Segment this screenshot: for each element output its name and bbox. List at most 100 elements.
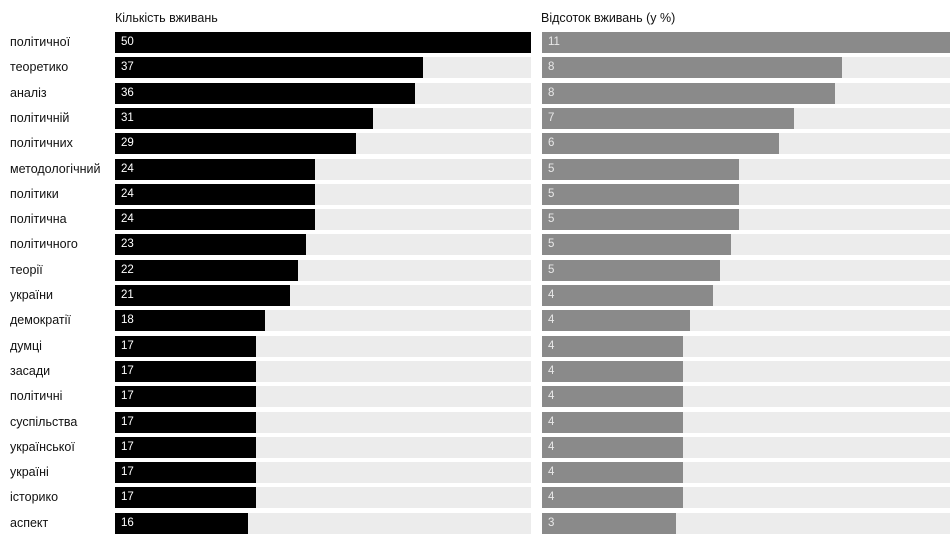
chart-row: політичних 29 6 (0, 133, 950, 155)
chart-row: теоретико 37 8 (0, 57, 950, 79)
chart-row: української 17 4 (0, 436, 950, 458)
percent-value-label: 4 (548, 289, 555, 301)
percent-value-label: 4 (548, 440, 555, 453)
count-bar (115, 32, 531, 53)
count-track: 24 (115, 209, 531, 231)
count-bar (115, 360, 257, 382)
percent-bar (542, 411, 683, 433)
count-bar (115, 183, 315, 205)
category-label: політики (10, 186, 59, 201)
percent-track: 3 (542, 512, 950, 534)
percent-track: 4 (542, 436, 950, 458)
category-label: політичної (10, 35, 71, 49)
category-label: української (10, 439, 75, 454)
count-value-label: 29 (121, 137, 134, 150)
category-label: думці (10, 338, 42, 353)
count-bar (115, 462, 257, 484)
percent-bar (542, 259, 721, 281)
category-label: теорії (10, 262, 43, 277)
percent-value-label: 5 (548, 162, 555, 175)
percent-track: 7 (542, 107, 950, 129)
count-track: 29 (115, 133, 531, 155)
percent-track: 4 (542, 462, 950, 484)
percent-value-label: 4 (548, 466, 555, 479)
count-value-label: 24 (121, 213, 134, 226)
count-value-label: 50 (121, 36, 134, 48)
count-bar (115, 335, 257, 357)
chart-row: політичної 50 11 (0, 32, 950, 53)
percent-track: 5 (542, 158, 950, 180)
percent-bar (542, 183, 739, 205)
count-bar (115, 436, 257, 458)
percent-value-label: 3 (548, 516, 555, 529)
category-label: політичні (10, 389, 63, 404)
category-label: методологічний (10, 161, 101, 176)
count-track: 36 (115, 82, 531, 104)
count-panel-title: Кількість вживань (115, 11, 218, 25)
count-value-label: 21 (121, 289, 134, 301)
category-label: аналіз (10, 85, 47, 100)
percent-bar (542, 512, 676, 534)
percent-track: 4 (542, 411, 950, 433)
count-value-label: 24 (121, 187, 134, 200)
percent-bar (542, 133, 780, 155)
count-bar (115, 158, 315, 180)
percent-value-label: 4 (548, 390, 555, 403)
chart-row: аналіз 36 8 (0, 82, 950, 104)
chart-row: аспект 16 3 (0, 512, 950, 534)
percent-value-label: 6 (548, 137, 555, 150)
percent-value-label: 5 (548, 263, 555, 276)
percent-bar (542, 32, 950, 53)
count-bar (115, 133, 357, 155)
count-bar (115, 386, 257, 408)
count-value-label: 22 (121, 263, 134, 276)
count-bar (115, 234, 307, 256)
percent-value-label: 4 (548, 314, 555, 327)
count-bar (115, 57, 423, 79)
percent-track: 8 (542, 57, 950, 79)
percent-bar (542, 209, 739, 231)
percent-bar (542, 82, 836, 104)
percent-bar (542, 462, 683, 484)
percent-bar (542, 158, 739, 180)
percent-track: 4 (542, 386, 950, 408)
percent-value-label: 5 (548, 238, 555, 251)
percent-bar (542, 436, 683, 458)
percent-value-label: 4 (548, 415, 555, 428)
count-track: 24 (115, 158, 531, 180)
category-label: аспект (10, 515, 49, 530)
percent-track: 4 (542, 310, 950, 332)
percent-track: 4 (542, 285, 950, 306)
count-track: 16 (115, 512, 531, 534)
chart-row: політична 24 5 (0, 209, 950, 231)
count-track: 24 (115, 183, 531, 205)
count-value-label: 36 (121, 86, 134, 99)
percent-value-label: 11 (548, 36, 560, 48)
percent-bar (542, 57, 843, 79)
percent-bar (542, 285, 713, 306)
chart-row: україни 21 4 (0, 285, 950, 306)
count-value-label: 17 (121, 440, 134, 453)
percent-track: 5 (542, 259, 950, 281)
chart-row: україні 17 4 (0, 462, 950, 484)
percent-track: 4 (542, 487, 950, 509)
percent-value-label: 8 (548, 61, 555, 74)
chart-row: демократії 18 4 (0, 310, 950, 332)
percent-track: 5 (542, 209, 950, 231)
count-value-label: 17 (121, 415, 134, 428)
chart-row: історико 17 4 (0, 487, 950, 509)
percent-value-label: 8 (548, 86, 555, 99)
percent-value-label: 4 (548, 491, 555, 504)
percent-bar (542, 335, 683, 357)
percent-bar (542, 310, 691, 332)
count-value-label: 24 (121, 162, 134, 175)
count-track: 17 (115, 386, 531, 408)
percent-track: 5 (542, 183, 950, 205)
percent-value-label: 5 (548, 187, 555, 200)
percent-track: 4 (542, 360, 950, 382)
percent-track: 8 (542, 82, 950, 104)
chart-row: суспільства 17 4 (0, 411, 950, 433)
count-track: 31 (115, 107, 531, 129)
percent-value-label: 7 (548, 111, 555, 124)
count-bar (115, 82, 415, 104)
